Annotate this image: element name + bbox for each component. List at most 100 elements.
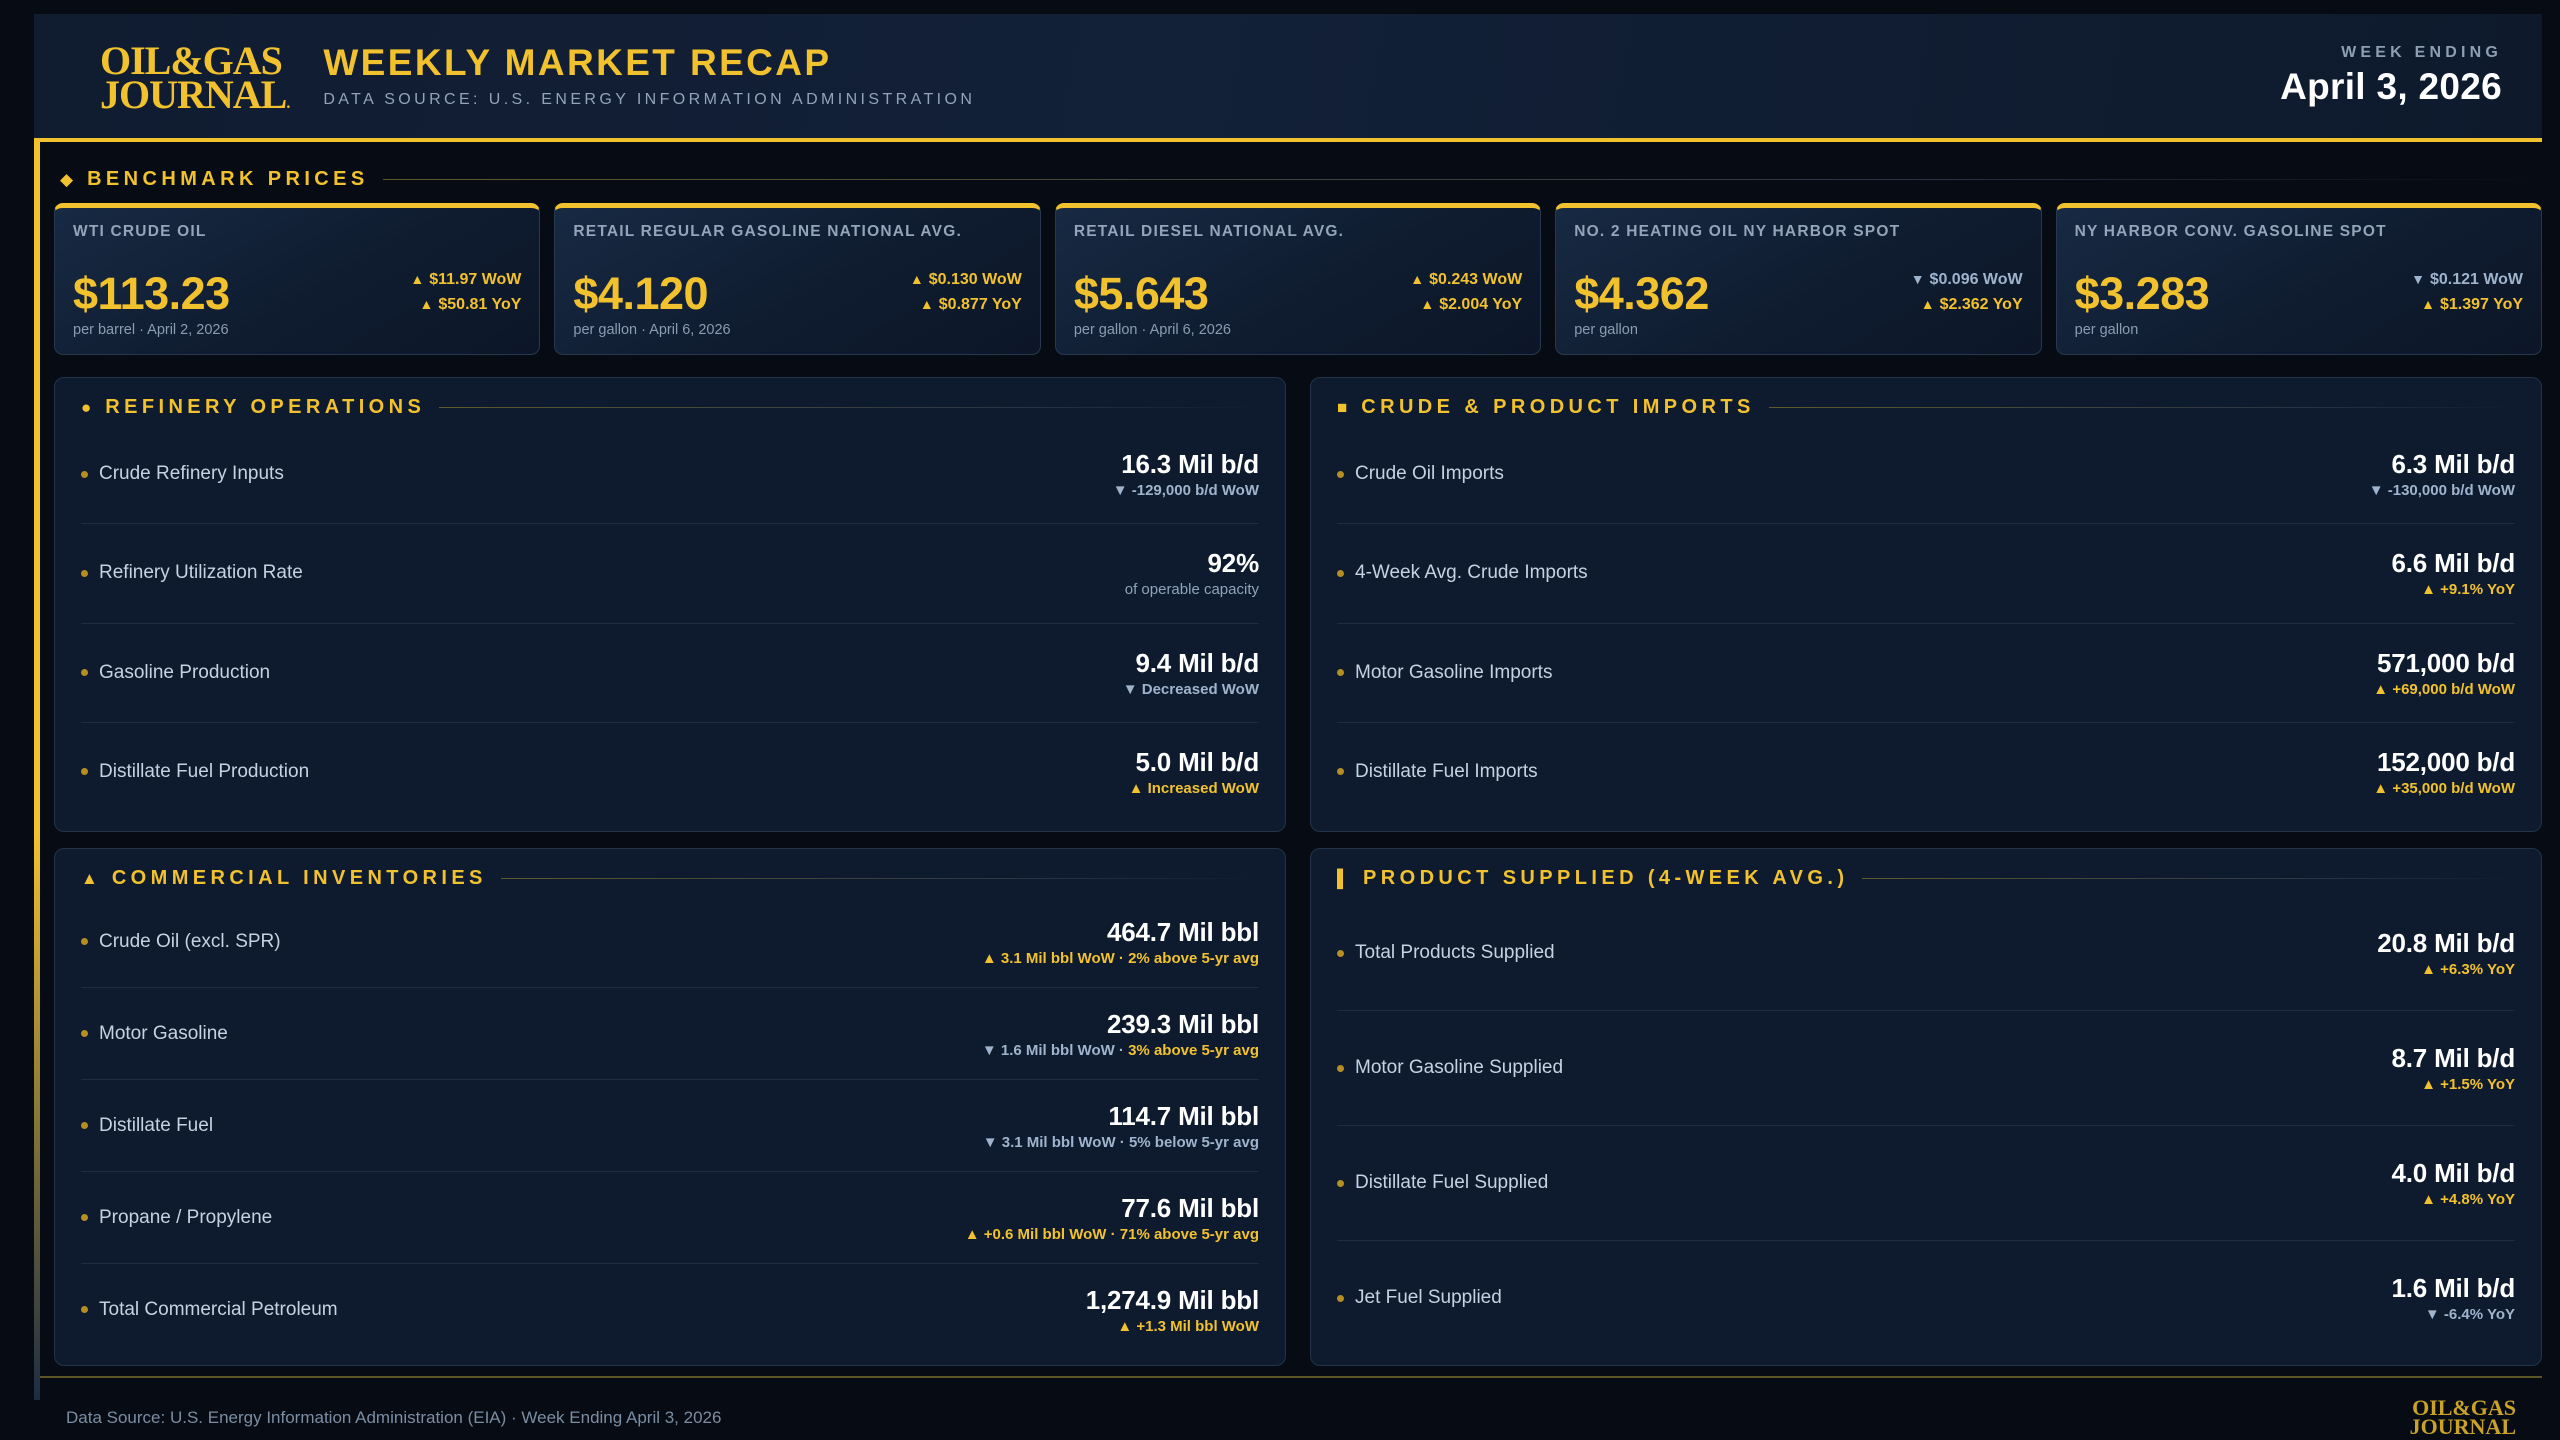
metric-delta: ▼ -6.4% YoY [2424, 1306, 2515, 1323]
metric-values: 6.3 Mil b/d ▼ -130,000 b/d WoW [2369, 449, 2515, 499]
benchmark-card-title: WTI CRUDE OIL [73, 223, 207, 240]
metric-name: Refinery Utilization Rate [99, 562, 303, 584]
delta-arrow-icon: ▲ [2373, 779, 2393, 797]
week-ending-block: WEEK ENDING April 3, 2026 [2280, 44, 2502, 108]
yoy-arrow-icon: ▲ [2421, 296, 2435, 313]
panel-divider [1768, 407, 2515, 408]
metric-row[interactable]: Gasoline Production 9.4 Mil b/d ▼ Decrease… [81, 624, 1259, 723]
metric-row[interactable]: Total Commercial Petroleum 1,274.9 Mil bb… [81, 1264, 1259, 1355]
metric-values: 464.7 Mil bbl ▲ 3.1 Mil bbl WoW · 2% abov… [982, 917, 1259, 967]
page-footer: Data Source: U.S. Energy Information Adm… [34, 1376, 2542, 1440]
metric-row[interactable]: Crude Oil (excl. SPR) 464.7 Mil bbl ▲ 3.1 … [81, 896, 1259, 988]
metric-row[interactable]: 4-Week Avg. Crude Imports 6.6 Mil b/d ▲ +9… [1337, 524, 2515, 624]
benchmark-deltas: ▼ $0.121 WoW ▲ $1.397 YoY [2411, 268, 2523, 338]
panel-mark-icon: ▲ [81, 869, 98, 888]
metric-label: Crude Oil Imports [1337, 463, 1504, 485]
metric-label: Motor Gasoline Supplied [1337, 1057, 1563, 1079]
metric-name: Crude Refinery Inputs [99, 463, 284, 485]
metric-value: 239.3 Mil bbl [1106, 1008, 1259, 1039]
metric-row[interactable]: Motor Gasoline Supplied 8.7 Mil b/d ▲ +1.5… [1337, 1011, 2515, 1126]
bullet-icon [1337, 669, 1344, 677]
metric-delta: ▼ -130,000 b/d WoW [2368, 482, 2515, 500]
benchmark-wow-delta: ▼ $0.121 WoW [2411, 271, 2524, 289]
benchmark-wow-delta: ▲ $0.243 WoW [1410, 271, 1523, 289]
panel-product-supplied: ▌ PRODUCT SUPPLIED (4-WEEK AVG.) Total Pro… [1310, 848, 2542, 1366]
metric-values: 4.0 Mil b/d ▲ +4.8% YoY [2392, 1158, 2516, 1208]
panel-rows: Total Products Supplied 20.8 Mil b/d ▲ +6.… [1337, 896, 2515, 1355]
bullet-icon [81, 938, 88, 945]
panel-divider [1862, 878, 2515, 879]
ogj-logo: OIL&GAS JOURNAL. [100, 40, 290, 115]
panel-rows: Crude Oil Imports 6.3 Mil b/d ▼ -130,000 b… [1337, 425, 2515, 821]
benchmark-cards: WTI CRUDE OIL $113.23 per barrel · April 2… [54, 203, 2543, 355]
metric-row[interactable]: Crude Oil Imports 6.3 Mil b/d ▼ -130,000 b… [1337, 425, 2515, 525]
left-accent-rail [34, 142, 40, 1400]
metric-name: Distillate Fuel Production [99, 760, 310, 782]
metric-label: Gasoline Production [81, 662, 270, 684]
benchmark-unit: per gallon [1574, 322, 1638, 338]
metric-label: Distillate Fuel [81, 1115, 213, 1137]
bullet-icon [1337, 768, 1344, 776]
benchmark-price: $113.23 [73, 267, 230, 319]
panel-crude-product-imports: ■ CRUDE & PRODUCT IMPORTS Crude Oil Import… [1310, 377, 2542, 832]
delta-arrow-icon: ▼ [982, 1133, 1002, 1151]
panel-mark-icon: ▌ [1337, 869, 1350, 888]
metric-value: 571,000 b/d [2377, 647, 2515, 678]
metric-row[interactable]: Distillate Fuel Imports 152,000 b/d ▲ +35,… [1337, 723, 2515, 821]
benchmark-card[interactable]: NY HARBOR CONV. GASOLINE SPOT $3.283 per g… [2055, 203, 2543, 355]
panel-title: COMMERCIAL INVENTORIES [111, 867, 487, 889]
benchmark-card[interactable]: WTI CRUDE OIL $113.23 per barrel · April 2… [54, 203, 541, 355]
metric-row[interactable]: Jet Fuel Supplied 1.6 Mil b/d ▼ -6.4% YoY [1337, 1241, 2515, 1355]
metric-name: Total Products Supplied [1355, 942, 1555, 963]
metric-delta: ▲ +35,000 b/d WoW [2373, 779, 2515, 797]
bullet-icon [81, 1214, 88, 1221]
metric-delta: ▲ +69,000 b/d WoW [2373, 680, 2515, 698]
benchmark-card-body: $4.362 per gallon ▼ $0.096 WoW ▲ $2.362 YoY [1574, 262, 2022, 338]
metric-row[interactable]: Motor Gasoline Imports 571,000 b/d ▲ +69,0… [1337, 624, 2515, 723]
metric-row[interactable]: Refinery Utilization Rate 92% of operable … [81, 524, 1259, 624]
benchmark-unit: per gallon · April 6, 2026 [1073, 322, 1231, 338]
panel-header: ▌ PRODUCT SUPPLIED (4-WEEK AVG.) [1337, 867, 2515, 890]
metric-label: Distillate Fuel Supplied [1337, 1172, 1548, 1194]
metric-label: Motor Gasoline [81, 1023, 228, 1045]
delta-arrow-icon: ▲ [1128, 779, 1148, 797]
benchmark-wow-delta: ▲ $0.130 WoW [909, 271, 1022, 289]
metric-label: 4-Week Avg. Crude Imports [1337, 562, 1588, 584]
yoy-arrow-icon: ▲ [919, 296, 934, 313]
header-titles: WEEKLY MARKET RECAP DATA SOURCE: U.S. EN… [323, 42, 975, 109]
metric-row[interactable]: Distillate Fuel Supplied 4.0 Mil b/d ▲ +4.… [1337, 1126, 2515, 1241]
page-title: WEEKLY MARKET RECAP [323, 42, 832, 84]
benchmark-card-title: NO. 2 HEATING OIL NY HARBOR SPOT [1574, 223, 1901, 240]
metric-value: 464.7 Mil bbl [1106, 916, 1259, 947]
benchmark-section-title: BENCHMARK PRICES [87, 168, 369, 190]
bullet-icon [1337, 569, 1344, 577]
benchmark-card-title: NY HARBOR CONV. GASOLINE SPOT [2074, 223, 2387, 240]
metric-name: Jet Fuel Supplied [1355, 1287, 1502, 1308]
benchmark-price-block: $5.643 per gallon · April 6, 2026 [1073, 269, 1231, 338]
metric-row[interactable]: Crude Refinery Inputs 16.3 Mil b/d ▼ -129,… [81, 425, 1259, 525]
metric-name: Motor Gasoline [99, 1022, 228, 1044]
footer-ogj-logo: OIL&GAS JOURNAL [2410, 1397, 2516, 1438]
metric-row[interactable]: Propane / Propylene 77.6 Mil bbl ▲ +0.6 Mi… [81, 1172, 1259, 1264]
metric-row[interactable]: Distillate Fuel Production 5.0 Mil b/d ▲ I… [81, 723, 1259, 821]
benchmark-yoy-delta: ▲ $0.877 YoY [919, 296, 1022, 314]
benchmark-card[interactable]: RETAIL DIESEL NATIONAL AVG. $5.643 per gal… [1054, 203, 1542, 355]
panel-divider [439, 407, 1259, 408]
panel-rows: Crude Refinery Inputs 16.3 Mil b/d ▼ -129,… [81, 425, 1259, 821]
delta-arrow-icon: ▲ [2421, 581, 2441, 599]
benchmark-card[interactable]: RETAIL REGULAR GASOLINE NATIONAL AVG. $4.… [554, 203, 1041, 355]
panel-title: PRODUCT SUPPLIED (4-WEEK AVG.) [1363, 867, 1849, 889]
benchmark-card[interactable]: NO. 2 HEATING OIL NY HARBOR SPOT $4.362 pe… [1555, 203, 2042, 355]
logo-registered-mark: . [286, 95, 290, 112]
page-header: OIL&GAS JOURNAL. WEEKLY MARKET RECAP DAT… [34, 14, 2542, 142]
metric-name: Crude Oil Imports [1355, 463, 1504, 485]
metric-row[interactable]: Motor Gasoline 239.3 Mil bbl ▼ 1.6 Mil bbl… [81, 988, 1259, 1080]
metric-name: Crude Oil (excl. SPR) [99, 930, 281, 952]
metric-values: 8.7 Mil b/d ▲ +1.5% YoY [2392, 1043, 2516, 1093]
metric-name: Distillate Fuel Imports [1355, 760, 1538, 782]
metric-row[interactable]: Distillate Fuel 114.7 Mil bbl ▼ 3.1 Mil bb… [81, 1080, 1259, 1172]
metric-row[interactable]: Total Products Supplied 20.8 Mil b/d ▲ +6.… [1337, 896, 2515, 1011]
metric-value: 6.3 Mil b/d [2391, 449, 2516, 480]
benchmark-yoy-delta: ▲ $2.362 YoY [1920, 296, 2023, 314]
week-ending-label: WEEK ENDING [2341, 44, 2502, 61]
